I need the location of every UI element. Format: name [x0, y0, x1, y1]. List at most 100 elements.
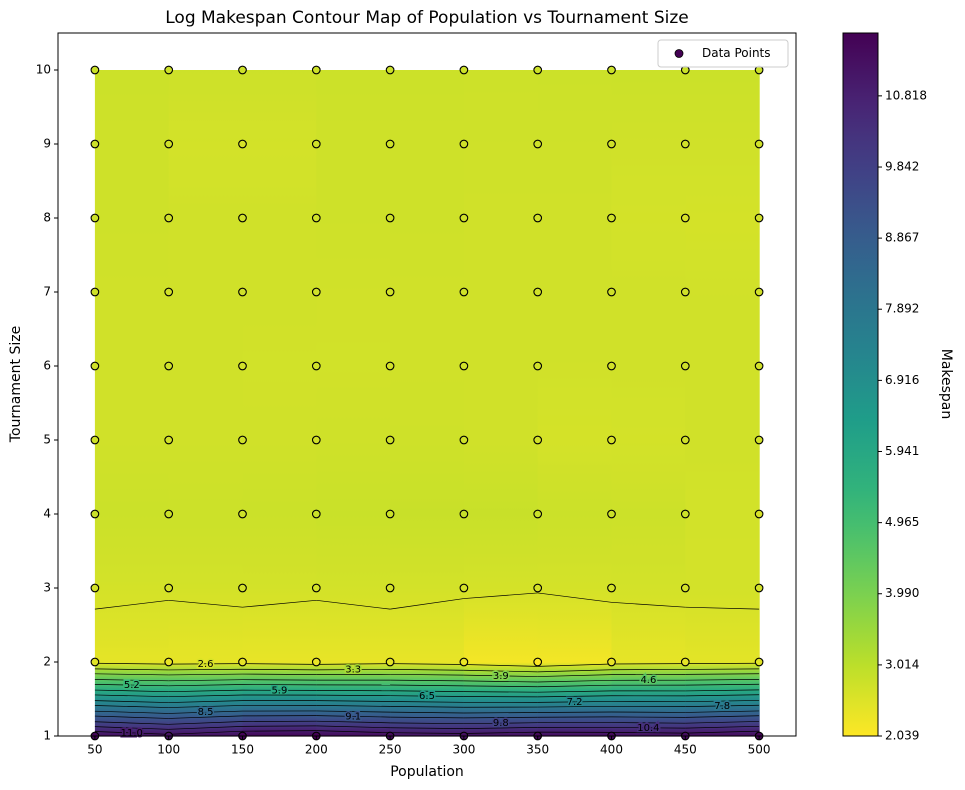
data-point: [238, 139, 247, 149]
contour-line: [537, 690, 612, 693]
data-point: [459, 435, 469, 445]
data-point: [680, 583, 690, 593]
data-point: [754, 361, 764, 371]
contour-line: [168, 721, 243, 725]
data-point: [533, 287, 543, 297]
contour-line: [463, 674, 538, 677]
contour-line: [611, 727, 686, 729]
data-point: [754, 139, 764, 149]
contour-line: [463, 691, 538, 693]
colorbar-tick-label: 8.867: [885, 231, 919, 245]
data-point: [459, 287, 469, 297]
data-point: [90, 139, 100, 149]
contour-line: [94, 689, 169, 693]
contour-line: [390, 669, 464, 671]
contour-cell: [94, 440, 170, 515]
data-point: [164, 657, 174, 667]
contour-line: [94, 673, 169, 676]
contour-line: [685, 679, 760, 681]
contour-cell: [94, 662, 170, 737]
colorbar-tick-label: 7.892: [885, 302, 919, 316]
contour-line: [316, 663, 391, 665]
data-point: [385, 65, 395, 75]
data-point: [385, 287, 395, 297]
legend-label: Data Points: [702, 46, 771, 60]
data-point: [459, 657, 469, 667]
contour-label: 5.2: [124, 680, 140, 691]
x-tick-label: 500: [748, 743, 771, 757]
contour-line: [94, 721, 169, 725]
contour-cell: [94, 588, 170, 663]
data-point: [680, 657, 690, 667]
contour-line: [316, 705, 391, 707]
contour-line: [390, 679, 464, 682]
contour-cell: [94, 292, 170, 367]
contour-cell: [168, 662, 244, 737]
data-point: [680, 287, 690, 297]
data-point: [533, 509, 543, 519]
data-point: [680, 139, 690, 149]
colorbar: [842, 32, 879, 737]
contour-cell: [242, 588, 317, 663]
plot-frame: [57, 32, 797, 737]
contour-label: 10.4: [637, 723, 659, 734]
data-point: [607, 435, 616, 445]
contour-cell: [242, 662, 317, 737]
contour-line: [94, 684, 169, 687]
contour-line: [537, 669, 612, 673]
contour-line: [463, 680, 538, 683]
contour-line: [537, 711, 612, 713]
data-point: [90, 287, 100, 297]
contour-cell: [463, 662, 539, 737]
contour-cell: [537, 366, 613, 441]
contour-line: [463, 685, 538, 688]
contour-cell: [168, 292, 244, 367]
contour-cell: [537, 218, 613, 293]
contour-cell: [611, 292, 686, 367]
data-point: [164, 287, 174, 297]
data-point: [311, 65, 321, 75]
x-tick-label: 450: [674, 743, 697, 757]
data-point: [459, 139, 469, 149]
contour-line: [537, 663, 612, 667]
contour-line: [685, 606, 760, 610]
contour-cell: [94, 514, 170, 589]
contour-cell: [463, 292, 539, 367]
y-tick-label: 7: [43, 285, 51, 299]
contour-cell: [463, 588, 539, 663]
contour-line: [94, 599, 169, 610]
contour-line: [390, 673, 464, 676]
contour-line: [94, 668, 169, 671]
data-point: [385, 435, 395, 445]
contour-line: [463, 727, 538, 729]
contour-cell: [390, 70, 465, 145]
contour-cell: [242, 440, 317, 515]
contour-line: [168, 705, 243, 708]
y-axis-label: Tournament Size: [8, 326, 24, 443]
contour-line: [537, 695, 612, 698]
contour-cell: [611, 70, 686, 145]
contour-line: [94, 715, 169, 719]
data-point: [90, 361, 100, 371]
contour-line: [242, 730, 317, 732]
data-point: [533, 657, 543, 667]
contour-cell: [94, 144, 170, 219]
data-point: [459, 583, 469, 593]
contour-line: [685, 683, 760, 686]
x-axis-label: Population: [390, 764, 464, 780]
contour-line: [316, 730, 391, 734]
contour-cell: [685, 218, 760, 293]
contour-line: [316, 720, 391, 724]
contour-label: 5.9: [271, 685, 287, 696]
contour-line: [390, 706, 464, 708]
x-tick-label: 200: [305, 743, 328, 757]
contour-cell: [611, 144, 686, 219]
contour-cell: [537, 70, 613, 145]
data-point: [459, 361, 469, 371]
data-point: [164, 139, 174, 149]
contour-cell: [242, 218, 317, 293]
contour-cell: [242, 144, 317, 219]
data-point: [680, 361, 690, 371]
contour-cell: [685, 662, 760, 737]
contour-label: 8.5: [198, 707, 214, 718]
